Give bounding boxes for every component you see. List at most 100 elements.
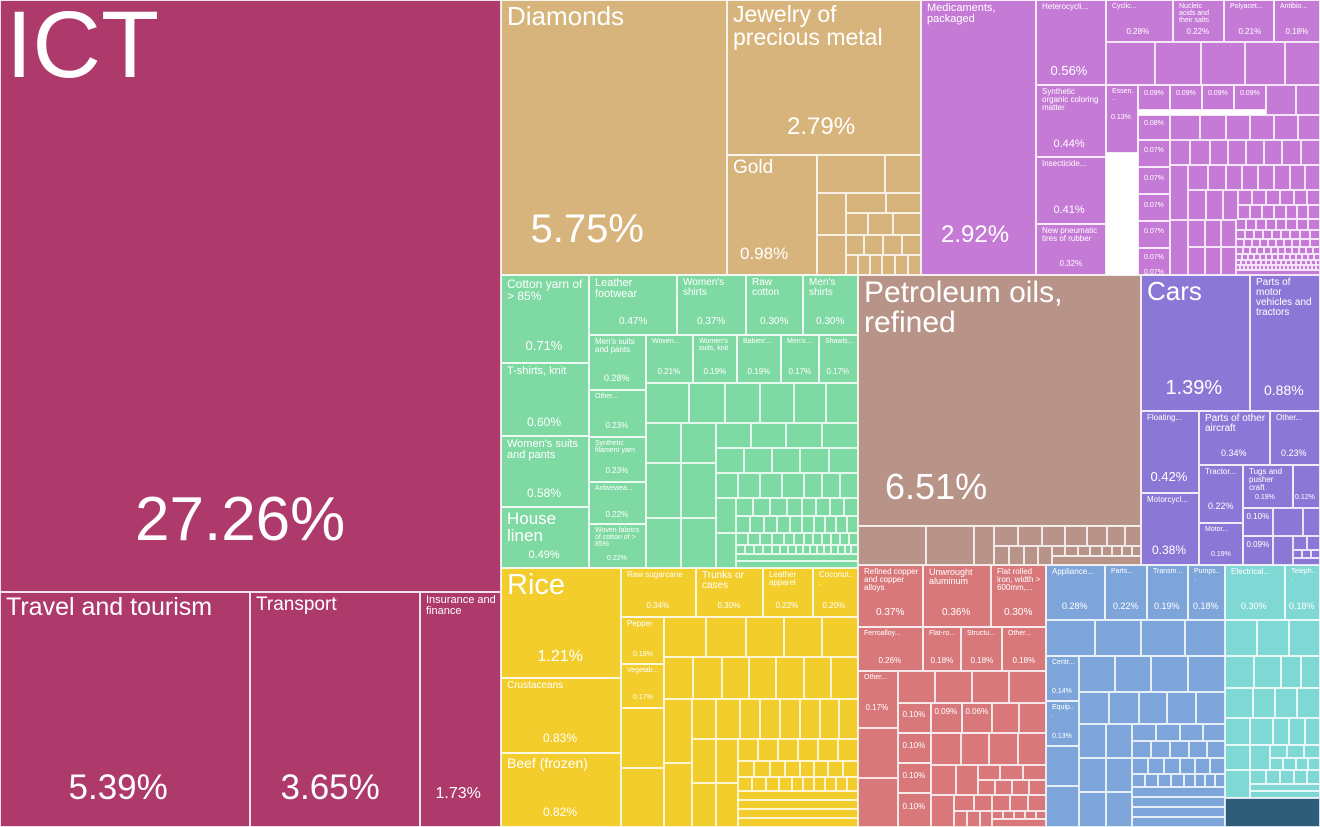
treemap-filler-cell	[1305, 718, 1320, 745]
treemap-cell	[1202, 85, 1234, 110]
treemap-filler-cell	[740, 699, 760, 739]
treemap-filler-cell	[706, 617, 746, 657]
treemap-filler-cell	[1210, 140, 1228, 165]
treemap-filler-cell	[1274, 165, 1290, 190]
treemap-cell-label: Pepper	[627, 619, 653, 628]
treemap-cell-label: Coconut...	[819, 570, 854, 587]
treemap-filler-cell	[1301, 656, 1320, 688]
treemap-cell-value: 0.19%	[1154, 601, 1180, 612]
treemap-cell	[803, 275, 858, 335]
treemap-filler-cell	[1280, 265, 1284, 270]
treemap-filler-cell	[1215, 774, 1225, 787]
treemap-filler-cell	[1297, 205, 1308, 219]
treemap-cell-value: 0.23%	[1281, 448, 1307, 459]
treemap-filler-cell	[1293, 536, 1307, 550]
treemap-cell-value: 0.18%	[1285, 27, 1309, 37]
treemap-cell-value: 0.83%	[543, 730, 578, 745]
treemap-cell	[1293, 465, 1320, 508]
treemap-cell	[589, 335, 646, 390]
treemap-filler-cell	[794, 533, 804, 545]
treemap-filler-cell	[716, 739, 738, 783]
treemap-filler-cell	[646, 518, 681, 568]
treemap-cell-value: 0.98%	[740, 243, 789, 263]
treemap-filler-cell	[1254, 254, 1260, 260]
treemap-filler-cell	[974, 526, 994, 565]
treemap-filler-cell	[858, 728, 898, 778]
treemap-filler-cell	[1297, 219, 1308, 230]
treemap-cell-value: 0.22%	[607, 555, 627, 563]
treemap-cell-value: 2.92%	[941, 220, 1010, 248]
treemap-cell-label: Nucleic acids and their salts	[1179, 3, 1209, 24]
treemap-filler-cell	[1206, 190, 1223, 220]
treemap-filler-cell	[1205, 220, 1221, 247]
treemap-cell-label: Leather footwear	[595, 277, 638, 300]
treemap-filler-cell	[1266, 85, 1296, 115]
treemap-cell-label: Pumps...	[1194, 568, 1220, 582]
treemap-cell	[1141, 411, 1199, 493]
treemap-filler-cell	[1264, 265, 1268, 270]
treemap-filler-cell	[772, 448, 800, 473]
treemap-filler-cell	[1170, 741, 1189, 758]
treemap-filler-cell	[1256, 260, 1261, 265]
treemap-filler-cell	[1125, 526, 1141, 546]
treemap-cell	[621, 664, 664, 708]
treemap-filler-cell	[772, 533, 784, 545]
treemap-filler-cell	[1302, 550, 1311, 558]
treemap-filler-cell	[1308, 265, 1312, 270]
treemap-filler-cell	[847, 777, 858, 791]
treemap-cell	[1243, 465, 1293, 508]
treemap-cell-value: 3.65%	[280, 768, 380, 808]
treemap-filler-cell	[798, 739, 818, 761]
treemap-cell-label: Diamonds	[507, 1, 625, 31]
treemap-cell-value: 0.09%	[1246, 540, 1270, 550]
treemap-filler-cell	[994, 546, 1009, 565]
treemap-filler-cell	[810, 545, 817, 554]
treemap-filler-cell	[1252, 265, 1256, 270]
treemap-filler-cell	[868, 213, 893, 235]
treemap-filler-cell	[794, 383, 826, 423]
treemap-filler-cell	[1257, 247, 1264, 254]
treemap-filler-cell	[1241, 260, 1246, 265]
treemap-filler-cell	[772, 545, 780, 554]
treemap-filler-cell	[681, 463, 716, 518]
treemap-filler-cell	[1236, 265, 1240, 270]
treemap-filler-cell	[749, 657, 776, 699]
treemap-filler-cell	[1200, 115, 1226, 140]
treemap-filler-cell	[883, 235, 902, 255]
treemap-cell-value: 0.22%	[605, 510, 629, 520]
treemap-cell-label: Crustaceans	[507, 680, 564, 691]
treemap-cell-value: 0.28%	[1062, 601, 1088, 612]
treemap-filler-cell	[692, 783, 716, 827]
treemap-filler-cell	[1079, 656, 1115, 692]
treemap-filler-cell	[1302, 254, 1308, 260]
treemap-filler-cell	[664, 657, 693, 699]
treemap-cell-value: 0.82%	[543, 804, 578, 819]
treemap-filler-cell	[736, 498, 753, 516]
treemap-filler-cell	[736, 516, 750, 533]
treemap-filler-cell	[978, 780, 995, 795]
treemap-cell	[589, 437, 646, 482]
treemap-filler-cell	[967, 811, 980, 827]
treemap-filler-cell	[931, 733, 961, 765]
treemap-filler-cell	[1151, 741, 1170, 758]
treemap-filler-cell	[1268, 239, 1276, 247]
treemap-filler-cell	[1106, 724, 1132, 758]
treemap-filler-cell	[840, 533, 849, 545]
treemap-filler-cell	[1148, 758, 1164, 774]
treemap-cell	[1199, 523, 1243, 565]
treemap-filler-cell	[864, 235, 883, 255]
treemap-cell-value: 0.32%	[1059, 259, 1083, 269]
treemap-filler-cell	[1274, 115, 1298, 140]
treemap-filler-cell	[1299, 247, 1306, 254]
treemap-filler-cell	[824, 545, 831, 554]
treemap-filler-cell	[738, 809, 858, 818]
treemap-filler-cell	[1307, 536, 1320, 550]
treemap-filler-cell	[817, 545, 824, 554]
treemap-filler-cell	[770, 761, 785, 777]
treemap-cell	[646, 335, 693, 383]
treemap-filler-cell	[1029, 780, 1046, 795]
treemap-filler-cell	[1038, 546, 1052, 565]
treemap-cell	[1106, 85, 1138, 153]
treemap-cell-value: 0.49%	[528, 548, 560, 561]
